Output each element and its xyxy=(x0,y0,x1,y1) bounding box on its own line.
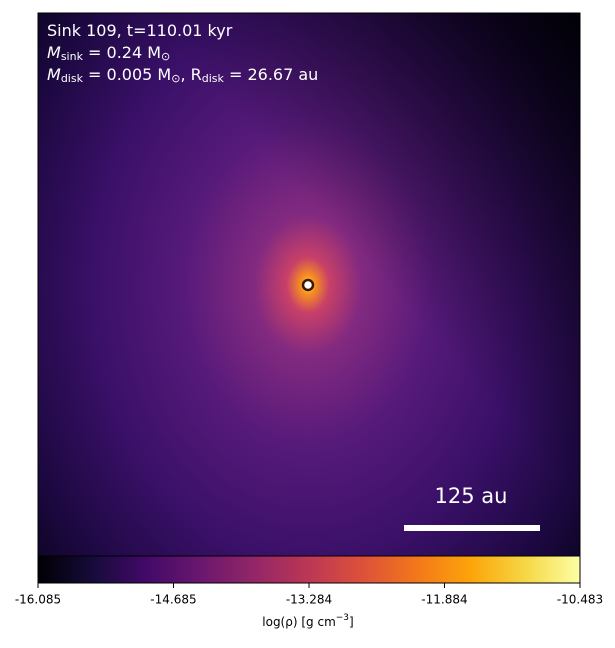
annotation-text: M xyxy=(47,65,61,84)
annotation-text: Sink 109, t=110.01 kyr xyxy=(47,21,233,40)
annotation-subscript: disk xyxy=(202,72,225,85)
annotation: Sink 109, t=110.01 kyr xyxy=(47,21,233,40)
annotation-subscript: ⊙ xyxy=(161,50,170,63)
colorbar xyxy=(37,555,581,584)
colorbar-tick-label: -16.085 xyxy=(15,593,61,607)
colorbar-tick-label: -11.884 xyxy=(421,593,467,607)
annotation-text: = 0.24 M xyxy=(83,43,161,62)
annotation-subscript: sink xyxy=(61,50,84,63)
annotation-text: = 0.005 M xyxy=(83,65,171,84)
annotation-subscript: disk xyxy=(61,72,84,85)
colorbar-label-text: ] xyxy=(349,615,354,629)
annotation: Msink = 0.24 M⊙ xyxy=(47,43,170,64)
annotation: Mdisk = 0.005 M⊙, Rdisk = 26.67 au xyxy=(47,65,318,86)
colorbar-tick-label: -14.685 xyxy=(150,593,196,607)
colorbar-tick-label: -10.483 xyxy=(557,593,603,607)
annotation-subscript: ⊙ xyxy=(171,72,180,85)
scale-bar xyxy=(404,525,540,531)
colorbar-label-text: log(ρ) [g cm xyxy=(262,615,336,629)
colorbar-label-superscript: −3 xyxy=(336,613,349,623)
sink-marker xyxy=(301,278,315,292)
annotation-text: M xyxy=(47,43,61,62)
scale-bar-label: 125 au xyxy=(435,484,508,508)
colorbar-tick-label: -13.284 xyxy=(286,593,332,607)
annotation-text: = 26.67 au xyxy=(224,65,318,84)
colorbar-label: log(ρ) [g cm−3] xyxy=(262,613,353,629)
annotation-text: , R xyxy=(180,65,201,84)
